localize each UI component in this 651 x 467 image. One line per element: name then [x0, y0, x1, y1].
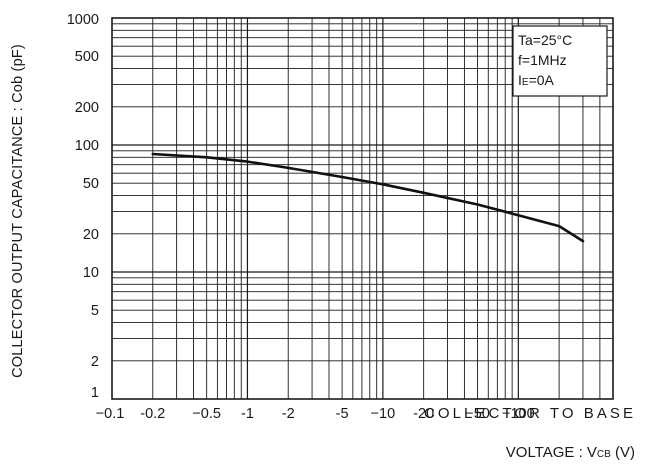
y-tick-label: 10	[83, 265, 99, 281]
y-tick-label: 200	[75, 100, 99, 116]
y-axis-label: COLLECTOR OUTPUT CAPACITANCE : Cob (pF)	[10, 44, 26, 378]
x-tick-label: -2	[282, 406, 295, 422]
condition-f: f=1MHz	[518, 52, 567, 68]
y-tick-label: 500	[75, 49, 99, 65]
grid	[112, 18, 613, 399]
x-tick-labels: −0.1 -0.2 −0.5 -1 -2 -5 −10 -20 −50 −100	[96, 406, 535, 422]
x-axis-label-text: VOLTAGE : V	[505, 444, 597, 461]
y-axis-label-wrap: COLLECTOR OUTPUT CAPACITANCE : Cob (pF)	[8, 16, 28, 406]
y-tick-label: 5	[91, 303, 99, 319]
conditions: Ta=25°C f=1MHz IE=0A	[515, 30, 607, 100]
y-tick-label: 1000	[67, 12, 99, 28]
y-tick-label: 50	[83, 176, 99, 192]
condition-ie-main: I	[518, 72, 522, 88]
series-line	[151, 152, 585, 243]
condition-ie: IE=0A	[515, 70, 607, 93]
condition-ie-value: =0A	[528, 72, 554, 88]
x-tick-label: -1	[241, 406, 254, 422]
y-tick-label: 1	[91, 385, 99, 401]
y-tick-label: 20	[83, 227, 99, 243]
x-tick-label: -5	[336, 406, 349, 422]
plot-frame	[111, 17, 614, 400]
x-tick-label: −50	[465, 406, 490, 422]
y-tick-label: 2	[91, 354, 99, 370]
x-tick-label: -20	[413, 406, 434, 422]
condition-ie-sub: E	[521, 77, 529, 88]
conditions-box	[512, 25, 608, 97]
y-tick-labels: 1000 500 200 100 50 20 10 5 2 1	[67, 12, 99, 401]
x-tick-label: −0.5	[192, 406, 221, 422]
x-tick-label: -0.2	[140, 406, 165, 422]
x-axis-label-sub: CB	[596, 449, 611, 460]
x-tick-label: −10	[371, 406, 396, 422]
x-axis-label-unit: (V)	[610, 444, 635, 461]
condition-ta: Ta=25°C	[518, 32, 573, 48]
series-group	[151, 152, 585, 243]
x-axis-label: VOLTAGE : VCB (V)	[506, 444, 635, 461]
x-tick-label: −100	[502, 406, 535, 422]
x-axis-label-inline: COLLECTOR TO BASE	[424, 405, 633, 422]
x-tick-label: −0.1	[96, 406, 125, 422]
y-tick-label: 100	[75, 138, 99, 154]
